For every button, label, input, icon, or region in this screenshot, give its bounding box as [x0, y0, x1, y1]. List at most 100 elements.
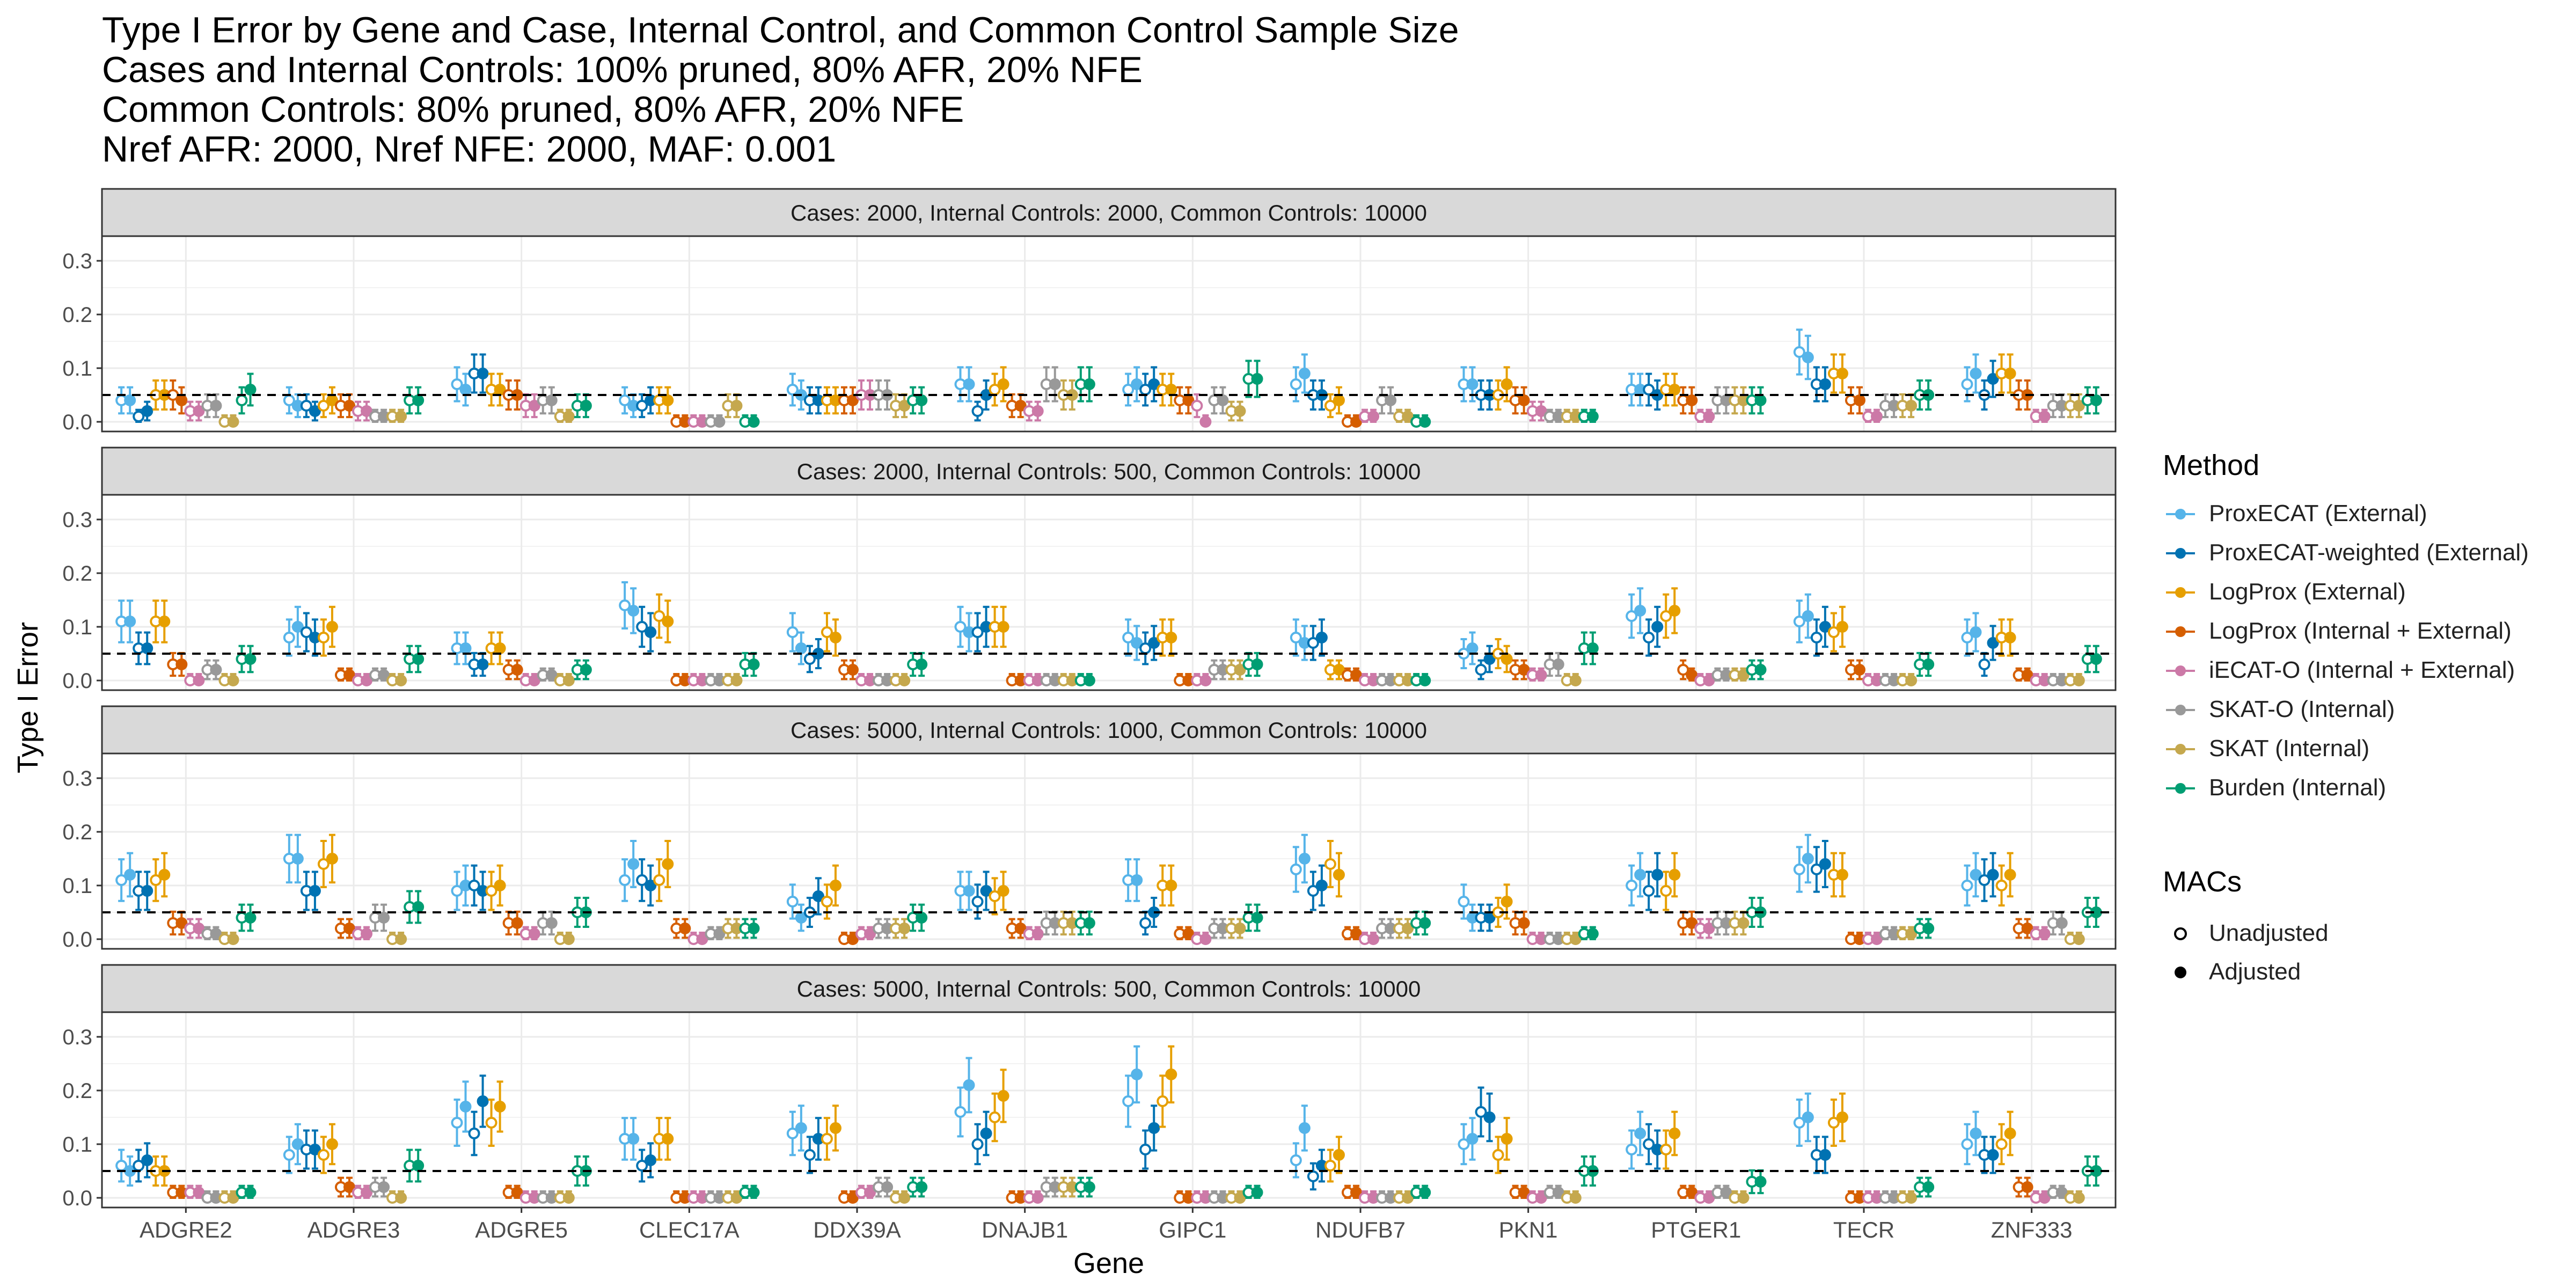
- panel-background: [102, 236, 2116, 431]
- point-unadjusted: [1643, 1138, 1655, 1150]
- point-unadjusted: [1307, 1170, 1319, 1182]
- point-unadjusted: [300, 626, 312, 638]
- point-adjusted: [1905, 1192, 1918, 1204]
- point-adjusted: [881, 1181, 894, 1193]
- legend-key-point: [2175, 626, 2186, 637]
- point-adjusted: [1049, 378, 1061, 390]
- point-adjusted: [545, 917, 558, 929]
- point-adjusted: [1234, 923, 1246, 934]
- point-unadjusted: [283, 1149, 295, 1161]
- point-adjusted: [1535, 669, 1547, 681]
- point-unadjusted: [1793, 346, 1805, 358]
- point-adjusted: [361, 1187, 373, 1198]
- point-unadjusted: [1458, 1138, 1470, 1150]
- point-unadjusted: [1307, 637, 1319, 649]
- point-adjusted: [124, 394, 136, 406]
- point-adjusted: [2055, 917, 2068, 929]
- point-adjusted: [1182, 928, 1195, 940]
- point-adjusted: [1165, 384, 1177, 396]
- point-adjusted: [1518, 917, 1530, 929]
- point-adjusted: [1199, 933, 1212, 945]
- point-adjusted: [1148, 637, 1160, 649]
- point-adjusted: [1518, 394, 1530, 406]
- point-adjusted: [141, 885, 153, 897]
- point-adjusted: [2073, 400, 2085, 412]
- point-adjusted: [1586, 642, 1599, 654]
- point-unadjusted: [653, 610, 665, 622]
- point-adjusted: [1634, 869, 1646, 881]
- y-tick-label: 0.0: [62, 669, 92, 693]
- facet-strip: [101, 964, 2117, 1013]
- point-unadjusted: [619, 874, 631, 886]
- y-tick-label: 0.3: [62, 767, 92, 791]
- point-adjusted: [997, 1090, 1009, 1102]
- legend-key-point: [2175, 665, 2186, 676]
- point-unadjusted: [1978, 874, 1990, 886]
- point-unadjusted: [1290, 1154, 1302, 1166]
- point-unadjusted: [1626, 880, 1638, 891]
- point-adjusted: [627, 1133, 640, 1145]
- point-adjusted: [1802, 352, 1814, 363]
- point-adjusted: [1315, 880, 1328, 891]
- point-adjusted: [158, 616, 171, 627]
- point-adjusted: [1586, 928, 1599, 940]
- point-unadjusted: [1191, 400, 1203, 412]
- point-adjusted: [898, 923, 911, 934]
- facet-strip: [101, 447, 2117, 496]
- point-adjusted: [412, 1160, 425, 1172]
- point-adjusted: [309, 885, 321, 897]
- point-unadjusted: [1961, 880, 1973, 891]
- point-adjusted: [864, 928, 876, 940]
- point-adjusted: [1668, 605, 1681, 617]
- point-unadjusted: [1458, 896, 1470, 908]
- point-adjusted: [1922, 1181, 1935, 1193]
- point-unadjusted: [1961, 378, 1973, 390]
- point-adjusted: [2090, 653, 2102, 665]
- title-line-1: Type I Error by Gene and Case, Internal …: [102, 10, 1459, 50]
- x-tick-label: PTGER1: [1651, 1217, 1741, 1242]
- point-adjusted: [1905, 400, 1918, 412]
- point-adjusted: [1298, 1122, 1311, 1134]
- point-adjusted: [227, 416, 239, 428]
- y-tick-label: 0.3: [62, 508, 92, 532]
- point-adjusted: [2038, 928, 2051, 940]
- point-adjusted: [459, 642, 472, 654]
- legend-key-point: [2175, 548, 2186, 559]
- point-adjusted: [1754, 1176, 1767, 1188]
- y-tick-label: 0.2: [62, 1079, 92, 1103]
- point-adjusted: [361, 675, 373, 686]
- point-adjusted: [1501, 1133, 1513, 1145]
- point-adjusted: [1970, 368, 1982, 379]
- y-tick-label: 0.3: [62, 250, 92, 273]
- point-adjusted: [1802, 1111, 1814, 1123]
- point-unadjusted: [1643, 885, 1655, 897]
- point-adjusted: [1819, 378, 1831, 390]
- point-adjusted: [244, 912, 257, 924]
- point-unadjusted: [1626, 1144, 1638, 1155]
- point-adjusted: [1014, 923, 1027, 934]
- point-adjusted: [1970, 626, 1982, 638]
- point-adjusted: [1754, 394, 1767, 406]
- point-unadjusted: [803, 1149, 816, 1161]
- point-adjusted: [1737, 917, 1750, 929]
- point-adjusted: [1853, 664, 1865, 676]
- panel-background: [102, 495, 2116, 690]
- point-adjusted: [1234, 1192, 1246, 1204]
- point-adjusted: [713, 928, 726, 940]
- point-adjusted: [1131, 637, 1143, 649]
- point-unadjusted: [954, 1106, 967, 1118]
- legend-macs-label: Adjusted: [2209, 958, 2301, 985]
- point-adjusted: [1333, 1149, 1345, 1161]
- point-unadjusted: [1475, 1106, 1487, 1118]
- point-adjusted: [1535, 1192, 1547, 1204]
- point-adjusted: [291, 1138, 304, 1150]
- point-adjusted: [898, 675, 911, 686]
- point-adjusted: [2073, 933, 2085, 945]
- point-adjusted: [1419, 917, 1431, 929]
- point-adjusted: [477, 368, 489, 379]
- point-adjusted: [494, 880, 506, 891]
- y-tick-label: 0.0: [62, 928, 92, 952]
- x-tick-label: DDX39A: [813, 1217, 901, 1242]
- point-adjusted: [343, 923, 355, 934]
- x-tick-label: TECR: [1833, 1217, 1894, 1242]
